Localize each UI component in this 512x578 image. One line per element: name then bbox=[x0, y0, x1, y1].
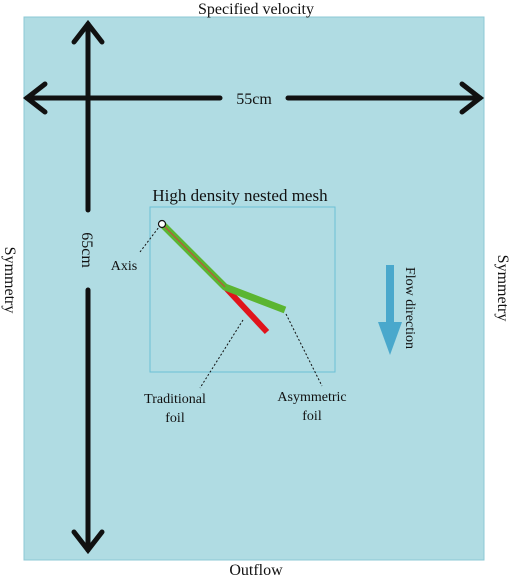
flow-arrow bbox=[378, 265, 402, 355]
bottom-label: Outflow bbox=[229, 562, 283, 578]
asymmetric-label: foil bbox=[302, 409, 322, 424]
left-label: Symmetry bbox=[1, 247, 18, 314]
traditional-label: foil bbox=[165, 411, 185, 426]
right-label: Symmetry bbox=[494, 255, 511, 322]
mesh-title: High density nested mesh bbox=[152, 186, 328, 205]
width-arrow bbox=[22, 81, 485, 115]
leaders bbox=[139, 226, 323, 389]
width-label: 55cm bbox=[236, 91, 272, 108]
domain bbox=[23, 16, 485, 561]
flow-label: Flow direction bbox=[402, 267, 417, 349]
axis-label: Axis bbox=[111, 259, 137, 274]
foil-centerline bbox=[161, 223, 226, 288]
top-label: Specified velocity bbox=[198, 1, 314, 18]
asymmetric-label: Asymmetric bbox=[277, 390, 346, 405]
traditional-label: Traditional bbox=[144, 392, 206, 407]
mesh-box bbox=[149, 206, 336, 373]
height-arrow bbox=[71, 19, 105, 555]
axis-point bbox=[157, 219, 167, 229]
height-label: 65cm bbox=[78, 232, 95, 268]
traditional-foil bbox=[222, 284, 270, 335]
